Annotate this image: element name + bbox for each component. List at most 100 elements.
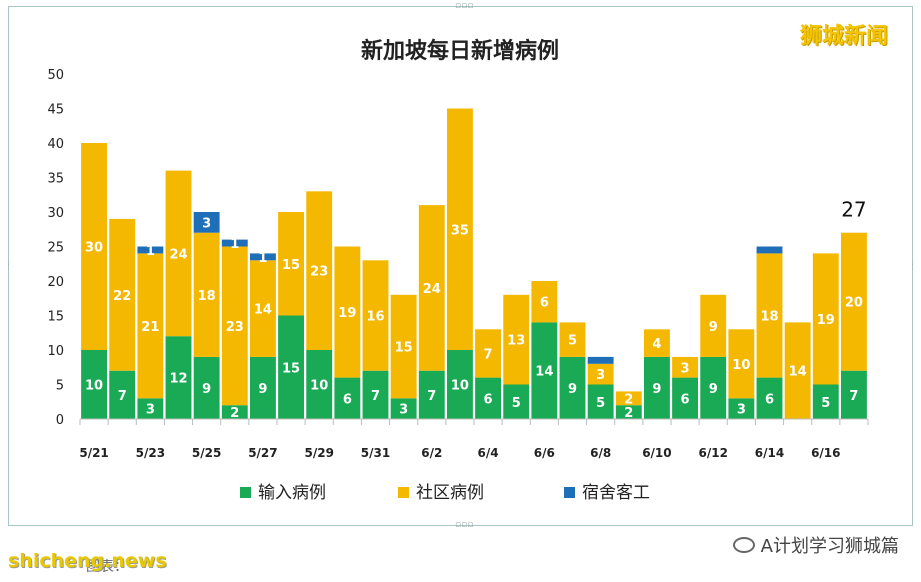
x-tick-label: 6/4 <box>478 446 499 460</box>
data-label: 5 <box>821 396 830 411</box>
data-label: 14 <box>254 303 272 318</box>
bar-segment <box>672 377 699 419</box>
x-tick-label: 6/16 <box>811 446 840 460</box>
legend-label: 输入病例 <box>258 483 326 503</box>
bar-segment <box>559 356 586 419</box>
legend-swatch <box>240 487 251 498</box>
data-label: 1 <box>146 244 155 259</box>
bar-segment <box>221 405 248 419</box>
bar-segment <box>446 350 473 419</box>
x-tick-label: 6/2 <box>421 446 442 460</box>
data-label: 10 <box>85 379 103 394</box>
bar-segment <box>672 356 699 378</box>
data-labels: 1030722321112249183223191411515102361971… <box>85 216 863 421</box>
data-label: 35 <box>451 223 469 238</box>
data-label: 10 <box>451 379 469 394</box>
bar-segment <box>390 398 417 419</box>
data-label: 7 <box>484 347 493 362</box>
data-label: 15 <box>282 361 300 376</box>
data-label: 12 <box>169 372 187 387</box>
data-label: 20 <box>845 296 863 311</box>
bar-segment <box>165 336 192 419</box>
data-label: 3 <box>399 403 408 418</box>
x-tick-label: 5/31 <box>361 446 390 460</box>
data-label: 7 <box>427 389 436 404</box>
y-tick-label: 25 <box>47 241 64 256</box>
data-label: 9 <box>258 382 267 397</box>
bar-segment <box>756 377 783 419</box>
resize-handle-top[interactable]: ▫▫▫ <box>455 1 474 11</box>
bar-segment <box>587 356 614 364</box>
bar-segment <box>334 246 361 378</box>
data-label: 5 <box>568 334 577 349</box>
bar-segment <box>728 329 755 399</box>
legend: 输入病例 社区病例 宿舍客工 <box>240 483 650 503</box>
bars <box>81 108 867 419</box>
bar-segment <box>700 294 727 357</box>
data-label: 9 <box>652 382 661 397</box>
x-tick-label: 6/8 <box>590 446 611 460</box>
bar-segment <box>306 191 333 350</box>
data-label: 18 <box>198 289 216 304</box>
bar-segment <box>812 253 839 385</box>
y-tick-label: 30 <box>47 206 64 221</box>
data-label: 6 <box>343 392 352 407</box>
bar-segment <box>643 356 670 419</box>
bar-segment <box>784 322 811 419</box>
data-label: 9 <box>709 382 718 397</box>
data-label: 9 <box>709 320 718 335</box>
bar-segment <box>559 322 586 357</box>
y-tick-label: 35 <box>47 172 64 187</box>
chart-title: 新加坡每日新增病例 <box>361 38 559 64</box>
resize-handle-bottom[interactable]: ▫▫▫ <box>455 520 474 530</box>
data-label: 9 <box>202 382 211 397</box>
x-tick-label: 6/12 <box>698 446 727 460</box>
data-label: 1 <box>230 237 239 252</box>
bar-segment <box>475 329 502 378</box>
wechat-icon <box>732 537 755 553</box>
bar-segment <box>278 315 305 419</box>
bar-segment <box>503 384 530 419</box>
data-label: 4 <box>652 337 661 352</box>
bar-segment <box>221 246 248 406</box>
bar-segment <box>193 356 220 419</box>
x-axis: 5/21 5/23 5/25 5/27 5/29 5/31 6/2 6/4 6/6 6/8 6/10… <box>79 418 869 460</box>
bar-segment <box>249 260 276 357</box>
bar-segment <box>812 384 839 419</box>
y-tick-label: 20 <box>47 275 64 290</box>
data-label: 9 <box>568 382 577 397</box>
bar-segment <box>109 370 136 419</box>
watermark-logo-text: 狮城新闻 <box>800 24 889 49</box>
resize-handle-left[interactable]: ⋮ <box>4 261 13 271</box>
y-tick-label: 15 <box>47 310 64 325</box>
data-label: 3 <box>681 361 690 376</box>
bar-segment <box>362 370 389 419</box>
legend-label: 宿舍客工 <box>582 483 650 503</box>
data-label: 15 <box>395 341 413 356</box>
data-label: 10 <box>310 379 328 394</box>
data-label: 16 <box>366 310 384 325</box>
bar-segment <box>221 239 248 247</box>
total-annotation: 27 <box>841 198 866 222</box>
y-tick-label: 45 <box>47 103 64 118</box>
data-label: 6 <box>765 392 774 407</box>
data-label: 7 <box>849 389 858 404</box>
data-label: 7 <box>118 389 127 404</box>
data-label: 5 <box>512 396 521 411</box>
bar-segment <box>137 246 164 254</box>
x-tick-label: 6/10 <box>642 446 671 460</box>
data-label: 23 <box>310 265 328 280</box>
data-label: 7 <box>371 389 380 404</box>
data-label: 2 <box>624 392 633 407</box>
data-label: 14 <box>535 365 553 380</box>
brand-text: A计划学习狮城篇 <box>760 536 899 557</box>
data-label: 2 <box>230 406 239 421</box>
bar-segment <box>615 391 642 406</box>
data-label: 2 <box>624 406 633 421</box>
source-note: 图表： <box>86 559 128 575</box>
resize-handle-right[interactable]: ⋮ <box>908 261 917 271</box>
bar-segment <box>334 377 361 419</box>
x-tick-label: 5/25 <box>192 446 221 460</box>
y-tick-label: 40 <box>47 137 64 152</box>
bar-segment <box>193 212 220 233</box>
